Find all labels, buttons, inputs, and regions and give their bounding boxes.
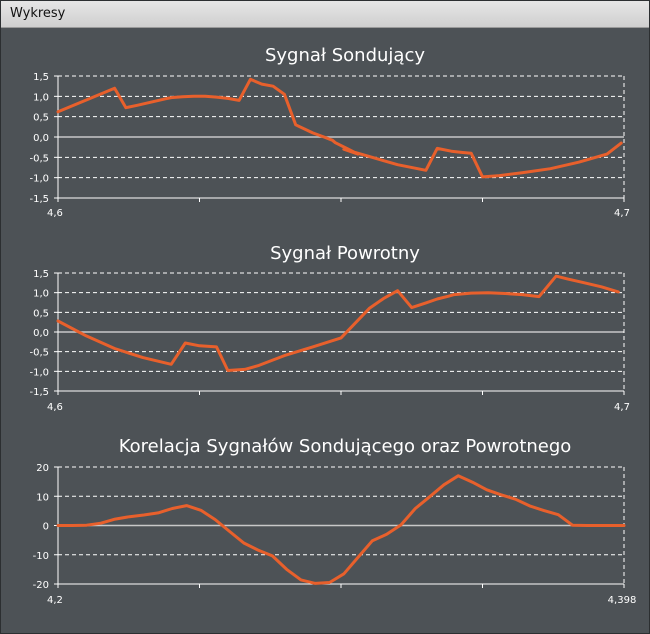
y-tick-label: 0,5 [33,113,49,124]
y-tick-label: 1,5 [33,269,49,280]
y-tick-label: 1,5 [33,72,49,83]
y-tick-label: 0,5 [33,308,49,319]
x-tick-label: 4,398 [608,595,637,606]
chart-title: Korelacja Sygnałów Sondującego oraz Powr… [119,436,572,457]
y-tick-label: -20 [33,580,49,591]
x-tick-label: 4,7 [614,208,630,219]
series-line [56,474,626,585]
x-tick-label: 4,2 [47,595,63,606]
y-tick-label: -1,0 [29,174,49,185]
series-line [56,77,623,179]
x-tick-label: 4,7 [614,402,630,413]
y-tick-label: 1,0 [33,289,49,300]
chart-title: Sygnał Sondujący [265,45,425,66]
y-tick-label: 10 [36,492,49,503]
y-tick-label: -1,5 [29,194,49,205]
chart-3: Korelacja Sygnałów Sondującego oraz Powr… [33,436,637,606]
y-tick-label: -0,5 [29,153,49,164]
y-tick-label: 20 [36,463,49,474]
window-titlebar[interactable]: Wykresy [1,1,649,28]
y-tick-label: -0,5 [29,348,49,359]
chart-2: Sygnał Powrotny 1,5 1,0 0,5 0,0 -0,5 -1,0 -1,5 4… [29,243,629,413]
y-tick-label: -1,0 [29,367,49,378]
series-line [56,274,620,372]
y-tick-label: 0 [43,522,49,533]
y-tick-label: 0,0 [33,133,49,144]
y-tick-label: 1,0 [33,92,49,103]
y-tick-label: -1,5 [29,387,49,398]
x-tick-label: 4,6 [47,208,63,219]
y-tick-label: 0,0 [33,328,49,339]
chart-1: Sygnał Sondujący 1,5 1,0 0,5 0,0 -0,5 -1,0 -1,5… [29,45,629,219]
window-title: Wykresy [10,6,66,21]
chart-title: Sygnał Powrotny [270,243,420,264]
x-tick-label: 4,6 [47,402,63,413]
y-tick-label: -10 [33,551,49,562]
